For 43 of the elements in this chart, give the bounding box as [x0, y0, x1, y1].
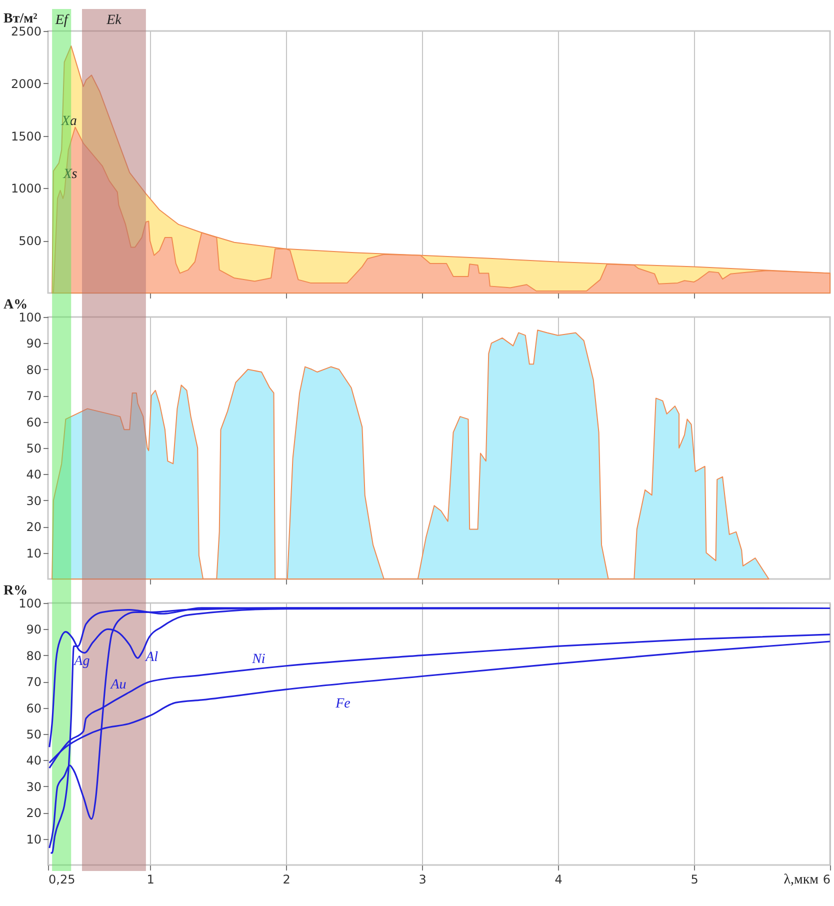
- y-tick-label: 60: [26, 415, 42, 430]
- y-tick-label: 50: [26, 728, 42, 742]
- x-tick-label: 2: [282, 872, 290, 886]
- series-label: Ag: [73, 654, 90, 670]
- y-tick-label: 2000: [10, 76, 42, 91]
- y-tick-label: 10: [26, 546, 42, 560]
- y-tick-label: 50: [26, 442, 42, 456]
- y-tick-label: 100: [18, 596, 42, 610]
- y-tick-label: 80: [26, 648, 42, 663]
- y-tick-label: 1500: [10, 129, 42, 144]
- series-label: Fe: [334, 696, 350, 712]
- x-tick-label: 4: [554, 872, 562, 886]
- y-tick-label: 1000: [10, 182, 42, 196]
- y-tick-label: 10: [26, 832, 42, 846]
- y-tick-label: 40: [26, 754, 42, 768]
- x-tick-label: 3: [418, 872, 426, 886]
- series-label: Ni: [251, 652, 266, 668]
- y-axis-title: Вт/м²: [4, 12, 38, 26]
- y-tick-label: 2500: [10, 24, 42, 38]
- y-tick-label: 70: [26, 675, 42, 690]
- y-tick-label: 40: [26, 468, 42, 482]
- y-tick-label: 90: [26, 336, 42, 351]
- y-tick-label: 80: [26, 362, 42, 377]
- y-axis-title: R%: [4, 584, 28, 598]
- x-tick-label: 6: [822, 872, 830, 886]
- y-tick-label: 30: [26, 494, 42, 508]
- y-tick-label: 70: [26, 389, 42, 404]
- x-tick-label: 5: [690, 872, 698, 886]
- y-tick-label: 20: [26, 520, 42, 534]
- y-tick-label: 20: [26, 806, 42, 820]
- y-tick-label: 90: [26, 622, 42, 637]
- x-tick-label: 0,25: [48, 872, 76, 886]
- band-label: Ek: [106, 13, 122, 28]
- series-label: Al: [144, 650, 158, 665]
- y-tick-label: 30: [26, 780, 42, 794]
- series-label: Au: [110, 677, 126, 692]
- y-tick-label: 100: [18, 310, 42, 324]
- band-label: Ef: [54, 13, 70, 28]
- x-tick-label: 1: [146, 872, 154, 886]
- x-axis-title: λ,мкм: [784, 872, 819, 888]
- y-tick-label: 60: [26, 701, 42, 716]
- y-axis-title: A%: [4, 298, 28, 312]
- y-tick-label: 500: [18, 234, 42, 248]
